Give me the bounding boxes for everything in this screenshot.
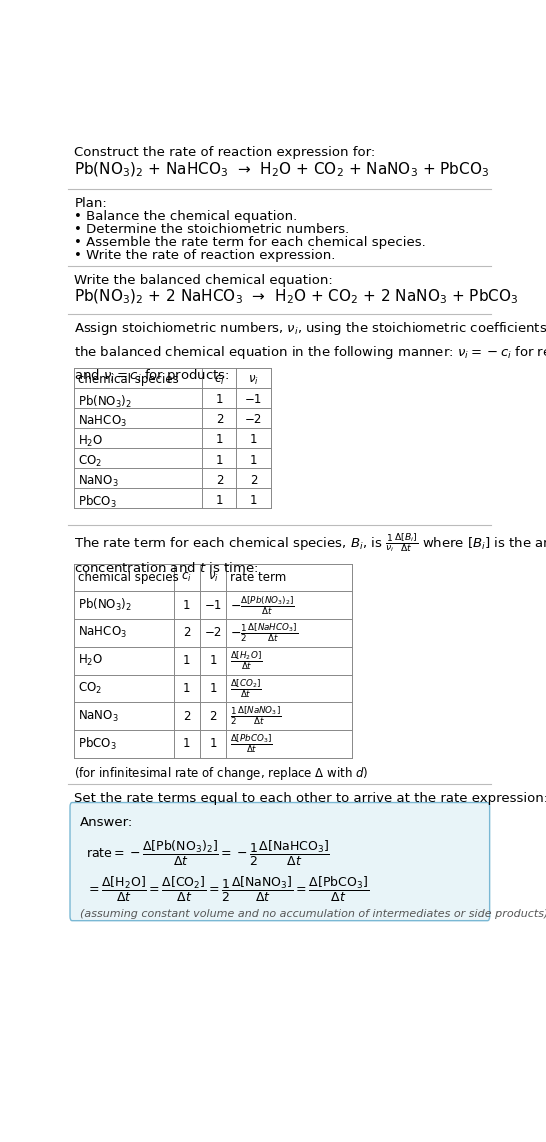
Text: The rate term for each chemical species, $B_i$, is $\frac{1}{\nu_i}\frac{\Delta[: The rate term for each chemical species,… <box>74 531 546 574</box>
Text: CO$_2$: CO$_2$ <box>78 453 102 468</box>
Text: $= \dfrac{\Delta[\mathrm{H_2O}]}{\Delta t} = \dfrac{\Delta[\mathrm{CO_2}]}{\Delt: $= \dfrac{\Delta[\mathrm{H_2O}]}{\Delta … <box>86 875 369 903</box>
Text: CO$_2$: CO$_2$ <box>78 681 102 695</box>
Text: −1: −1 <box>205 598 222 612</box>
Text: H$_2$O: H$_2$O <box>78 653 104 668</box>
Text: $c_i$: $c_i$ <box>214 373 225 386</box>
Text: 1: 1 <box>210 654 217 667</box>
Text: Set the rate terms equal to each other to arrive at the rate expression:: Set the rate terms equal to each other t… <box>74 791 546 805</box>
Text: NaNO$_3$: NaNO$_3$ <box>78 708 119 724</box>
Text: −1: −1 <box>245 394 262 407</box>
Text: chemical species: chemical species <box>78 571 179 584</box>
Text: $-\frac{1}{2}\frac{\Delta[NaHCO_3]}{\Delta t}$: $-\frac{1}{2}\frac{\Delta[NaHCO_3]}{\Del… <box>230 621 298 644</box>
Text: NaHCO$_3$: NaHCO$_3$ <box>78 413 127 428</box>
Text: PbCO$_3$: PbCO$_3$ <box>78 493 117 509</box>
Text: $\frac{\Delta[CO_2]}{\Delta t}$: $\frac{\Delta[CO_2]}{\Delta t}$ <box>230 677 262 700</box>
Text: H$_2$O: H$_2$O <box>78 434 104 449</box>
Text: $c_i$: $c_i$ <box>181 571 192 584</box>
Text: $\mathrm{rate} = -\dfrac{\Delta[\mathrm{Pb(NO_3)_2}]}{\Delta t} = -\dfrac{1}{2}\: $\mathrm{rate} = -\dfrac{\Delta[\mathrm{… <box>86 839 330 868</box>
Text: $\nu_i$: $\nu_i$ <box>208 571 218 584</box>
Text: 2: 2 <box>183 627 191 640</box>
Text: 2: 2 <box>216 413 223 426</box>
Text: 1: 1 <box>210 682 217 694</box>
Text: Pb(NO$_3$)$_2$: Pb(NO$_3$)$_2$ <box>78 597 132 613</box>
FancyBboxPatch shape <box>70 803 490 920</box>
Text: PbCO$_3$: PbCO$_3$ <box>78 735 117 751</box>
Text: 2: 2 <box>216 474 223 486</box>
Text: −2: −2 <box>205 627 222 640</box>
Text: • Balance the chemical equation.: • Balance the chemical equation. <box>74 210 298 223</box>
Text: $\frac{\Delta[PbCO_3]}{\Delta t}$: $\frac{\Delta[PbCO_3]}{\Delta t}$ <box>230 732 273 755</box>
Text: • Assemble the rate term for each chemical species.: • Assemble the rate term for each chemic… <box>74 236 426 249</box>
Text: $\nu_i$: $\nu_i$ <box>248 373 259 386</box>
Text: chemical species: chemical species <box>78 373 179 386</box>
Text: rate term: rate term <box>230 571 287 584</box>
Text: 1: 1 <box>216 493 223 507</box>
Text: NaHCO$_3$: NaHCO$_3$ <box>78 626 127 641</box>
Text: 1: 1 <box>183 738 191 750</box>
Text: 1: 1 <box>183 598 191 612</box>
Text: 2: 2 <box>210 709 217 723</box>
Text: 2: 2 <box>183 709 191 723</box>
Text: Answer:: Answer: <box>80 817 133 829</box>
Text: 2: 2 <box>250 474 257 486</box>
Text: Construct the rate of reaction expression for:: Construct the rate of reaction expressio… <box>74 146 376 159</box>
Text: 1: 1 <box>250 453 257 467</box>
Text: 1: 1 <box>183 654 191 667</box>
Text: (assuming constant volume and no accumulation of intermediates or side products): (assuming constant volume and no accumul… <box>80 909 546 918</box>
Text: 1: 1 <box>216 453 223 467</box>
Text: $\frac{1}{2}\frac{\Delta[NaNO_3]}{\Delta t}$: $\frac{1}{2}\frac{\Delta[NaNO_3]}{\Delta… <box>230 705 282 727</box>
Text: Pb(NO$_3$)$_2$ + 2 NaHCO$_3$  →  H$_2$O + CO$_2$ + 2 NaNO$_3$ + PbCO$_3$: Pb(NO$_3$)$_2$ + 2 NaHCO$_3$ → H$_2$O + … <box>74 288 519 306</box>
Text: (for infinitesimal rate of change, replace Δ with $d$): (for infinitesimal rate of change, repla… <box>74 765 369 782</box>
Text: −2: −2 <box>245 413 262 426</box>
Text: 1: 1 <box>216 434 223 447</box>
Text: NaNO$_3$: NaNO$_3$ <box>78 474 119 489</box>
Text: 1: 1 <box>210 738 217 750</box>
Text: $\frac{\Delta[H_2O]}{\Delta t}$: $\frac{\Delta[H_2O]}{\Delta t}$ <box>230 650 263 671</box>
Text: 1: 1 <box>216 394 223 407</box>
Text: 1: 1 <box>250 493 257 507</box>
Text: 1: 1 <box>183 682 191 694</box>
Text: Pb(NO$_3$)$_2$: Pb(NO$_3$)$_2$ <box>78 394 132 410</box>
Text: Pb(NO$_3$)$_2$ + NaHCO$_3$  →  H$_2$O + CO$_2$ + NaNO$_3$ + PbCO$_3$: Pb(NO$_3$)$_2$ + NaHCO$_3$ → H$_2$O + CO… <box>74 160 490 178</box>
Text: • Write the rate of reaction expression.: • Write the rate of reaction expression. <box>74 249 336 263</box>
Text: Plan:: Plan: <box>74 198 107 210</box>
Text: 1: 1 <box>250 434 257 447</box>
Text: Write the balanced chemical equation:: Write the balanced chemical equation: <box>74 274 333 287</box>
Text: $-\frac{\Delta[Pb(NO_3)_2]}{\Delta t}$: $-\frac{\Delta[Pb(NO_3)_2]}{\Delta t}$ <box>230 594 295 617</box>
Text: Assign stoichiometric numbers, $\nu_i$, using the stoichiometric coefficients, $: Assign stoichiometric numbers, $\nu_i$, … <box>74 320 546 385</box>
Text: • Determine the stoichiometric numbers.: • Determine the stoichiometric numbers. <box>74 224 349 236</box>
